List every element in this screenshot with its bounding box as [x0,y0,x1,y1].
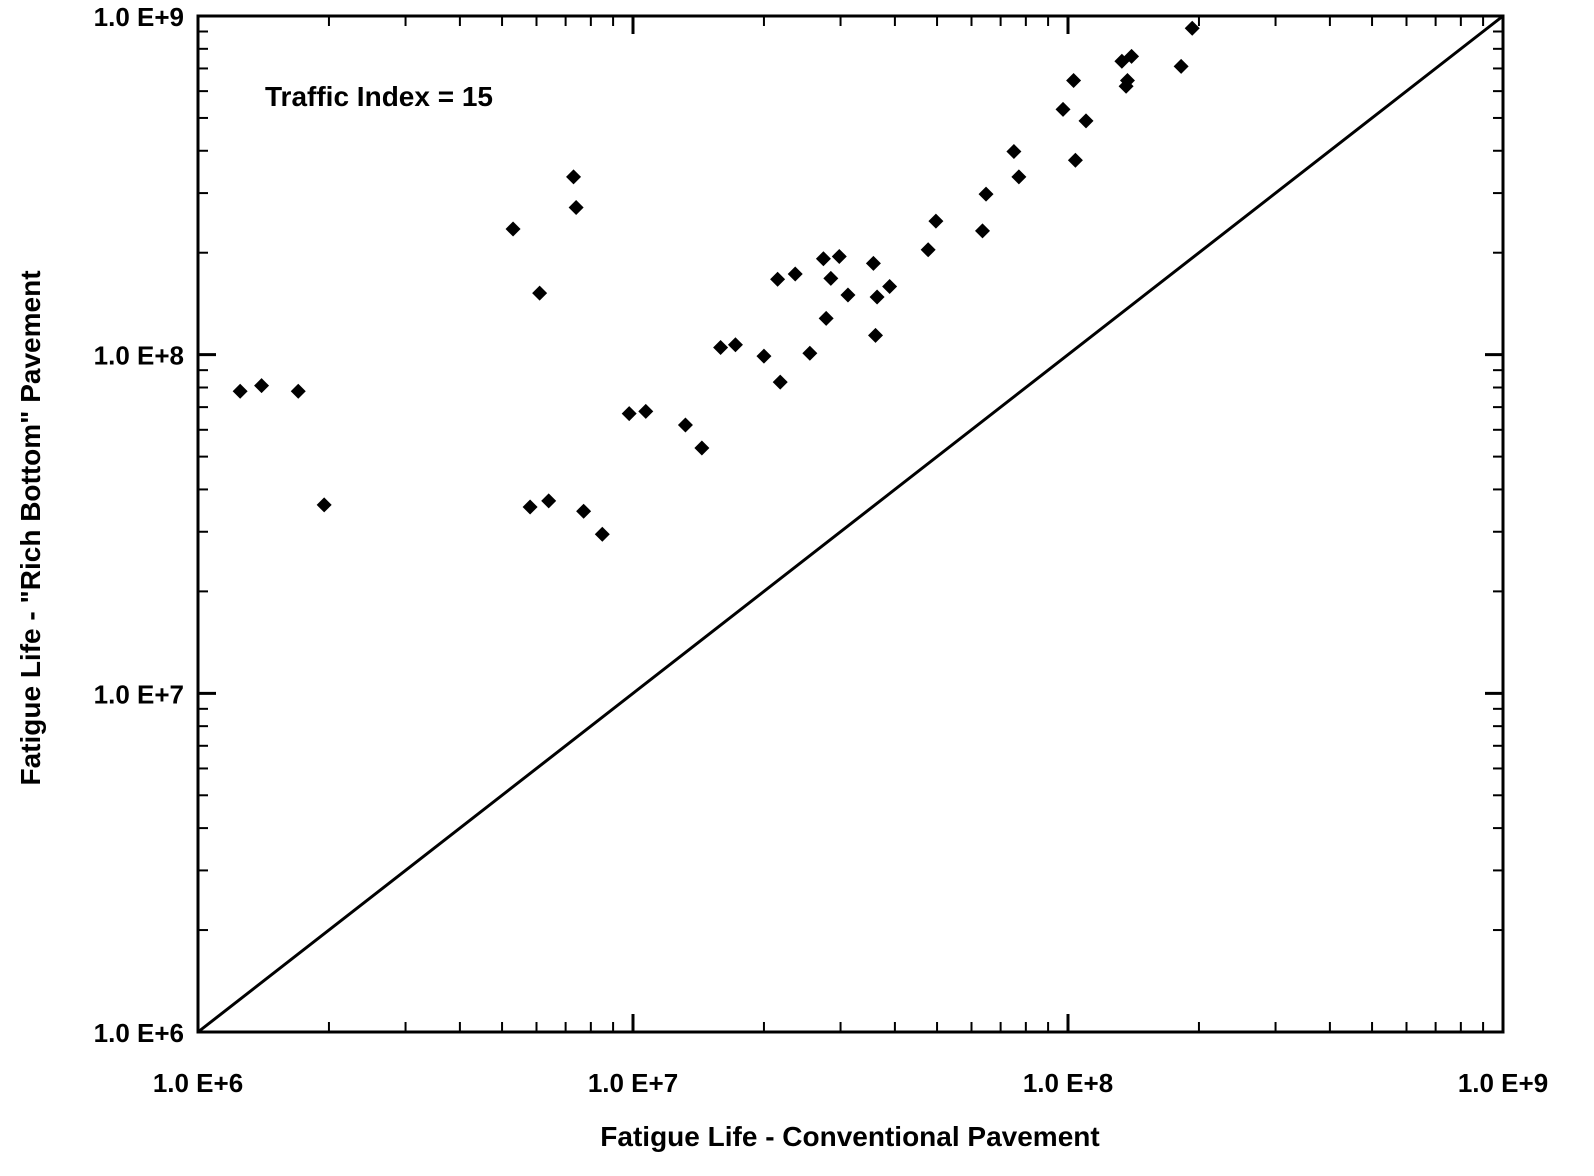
data-point [928,213,944,229]
data-point [290,383,306,399]
data-point [694,440,710,456]
y-tick-label: 1.0 E+7 [94,679,184,709]
data-point [1055,101,1071,117]
data-point [1119,72,1135,88]
data-point [869,289,885,305]
data-point [727,337,743,353]
data-point [541,493,557,509]
x-tick-label: 1.0 E+7 [588,1068,678,1098]
data-point [1184,20,1200,36]
data-point [566,169,582,185]
data-point [232,383,248,399]
data-point [1124,48,1140,64]
data-point [818,310,834,326]
data-point [1078,113,1094,129]
x-tick-label: 1.0 E+9 [1458,1068,1548,1098]
data-point [254,378,270,394]
data-point [882,278,898,294]
plot-frame-group [196,14,1505,1034]
data-point [532,285,548,301]
y-tick-label: 1.0 E+8 [94,341,184,371]
data-point [823,270,839,286]
y-tick-label: 1.0 E+6 [94,1018,184,1048]
data-point [770,271,786,287]
data-point [831,248,847,264]
tick-labels: 1.0 E+6 1.0 E+7 1.0 E+8 1.0 E+9 1.0 E+6 1.0 E… [94,2,1549,1098]
data-point [505,221,521,237]
annotation-text: Traffic Index = 15 [265,81,493,112]
data-point [802,345,818,361]
data-point [756,348,772,364]
y-tick-label: 1.0 E+9 [94,2,184,32]
data-point [594,526,610,542]
x-tick-label: 1.0 E+6 [153,1068,243,1098]
reference-line-group [197,14,1504,1034]
data-point [920,242,936,258]
data-point [772,374,788,390]
data-point [865,255,881,271]
data-point [840,287,856,303]
data-point [787,266,803,282]
data-point [1067,152,1083,168]
data-point [316,497,332,513]
axis-ticks [196,16,1503,1034]
x-tick-label: 1.0 E+8 [1023,1068,1113,1098]
data-point [1066,72,1082,88]
data-point [713,339,729,355]
plot-frame [196,14,1505,1034]
data-point [638,403,654,419]
data-point [978,186,994,202]
data-point [677,417,693,433]
data-point [576,503,592,519]
data-point [868,327,884,343]
data-point [975,223,991,239]
data-point [568,199,584,215]
x-axis-title: Fatigue Life - Conventional Pavement [600,1121,1099,1152]
data-point [522,499,538,515]
data-point [1173,58,1189,74]
y-axis-title: Fatigue Life - "Rich Bottom" Pavement [15,270,46,785]
data-point [621,406,637,422]
data-point [1011,169,1027,185]
data-point [815,251,831,267]
data-point [1006,144,1022,160]
data-points [232,20,1200,542]
equality-line [197,14,1504,1034]
